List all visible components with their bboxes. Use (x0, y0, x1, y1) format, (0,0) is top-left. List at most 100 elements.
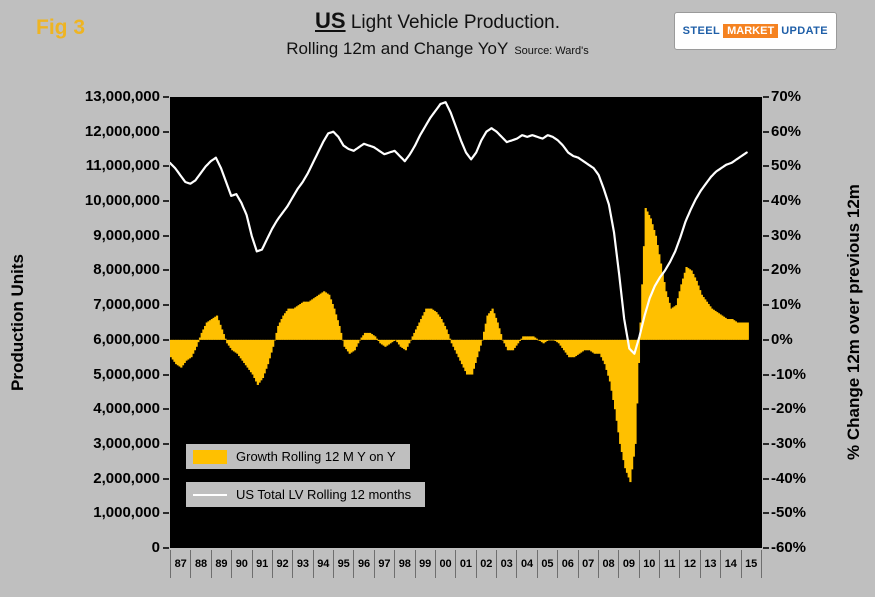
logo-word-market: MARKET (723, 24, 779, 38)
x-axis-label: 98 (394, 550, 414, 578)
y-left-tick-label: 7,000,000 (93, 296, 160, 314)
x-axis-labels: 87 88 89 90 91 92 93 94 95 96 97 98 99 00 01 02 03 04 05 06… (170, 550, 762, 578)
y-left-tick-label: 6,000,000 (93, 330, 160, 348)
title-emphasis: US (315, 8, 346, 33)
x-axis-label: 01 (455, 550, 475, 578)
left-tick-mark (163, 477, 169, 480)
left-tick-mark (163, 130, 169, 133)
right-tick-mark (763, 373, 769, 376)
logo-word-steel: STEEL (682, 25, 721, 37)
left-tick-mark (163, 165, 169, 168)
x-axis-label: 03 (496, 550, 516, 578)
left-tick-mark (163, 269, 169, 272)
y-left-tick-label: 1,000,000 (93, 504, 160, 522)
y-left-tick-label: 8,000,000 (93, 261, 160, 279)
x-axis-label: 88 (190, 550, 210, 578)
right-tick-mark (763, 234, 769, 237)
y-right-tick-label: -50% (771, 504, 807, 522)
logo-word-update: UPDATE (781, 25, 828, 37)
legend: Growth Rolling 12 M Y on Y US Total LV R… (186, 444, 426, 507)
x-axis-label: 94 (312, 550, 333, 578)
x-axis-label: 91 (251, 550, 272, 578)
y-left-tick-label: 5,000,000 (93, 365, 160, 383)
left-tick-mark (163, 96, 169, 98)
y-left-tick-label: 0 (151, 539, 160, 556)
title-line-2: Rolling 12m and Change YoY Source: Ward's (150, 39, 725, 59)
left-tick-mark (163, 200, 169, 203)
legend-item-rolling: US Total LV Rolling 12 months (186, 482, 426, 507)
x-axis-label: 11 (659, 550, 679, 578)
y-right-tick-label: 40% (771, 192, 802, 210)
y-right-tick-label: 70% (771, 88, 802, 105)
x-axis-label: 07 (577, 550, 598, 578)
chart-canvas (170, 101, 749, 483)
left-tick-mark (163, 234, 169, 237)
right-tick-mark (763, 512, 769, 515)
x-axis-label: 99 (414, 550, 435, 578)
right-tick-mark (763, 338, 769, 341)
legend-item-growth: Growth Rolling 12 M Y on Y (186, 444, 410, 469)
x-axis-label: 15 (740, 550, 762, 578)
right-tick-mark (763, 408, 769, 411)
x-axis-label: 14 (720, 550, 740, 578)
x-axis-label: 04 (516, 550, 536, 578)
left-tick-mark (163, 304, 169, 307)
x-axis-label: 13 (699, 550, 720, 578)
y-left-tick-label: 9,000,000 (93, 226, 160, 244)
x-axis-label: 08 (597, 550, 618, 578)
legend-label-growth: Growth Rolling 12 M Y on Y (236, 449, 396, 464)
x-axis-label: 93 (292, 550, 312, 578)
y-right-tick-label: 30% (771, 226, 802, 244)
chart-title: US Light Vehicle Production. Rolling 12m… (150, 8, 725, 59)
y-right-tick-label: -60% (771, 539, 807, 556)
plot-area: Growth Rolling 12 M Y on Y US Total LV R… (170, 97, 762, 548)
x-axis-label: 96 (353, 550, 373, 578)
right-tick-mark (763, 200, 769, 203)
y-left-tick-label: 13,000,000 (84, 88, 160, 105)
y-right-tick-label: 60% (771, 122, 802, 140)
y-right-tick-label: -10% (771, 365, 807, 383)
y-right-tick-label: 0% (771, 330, 793, 348)
x-axis-label: 10 (638, 550, 659, 578)
y-left-tick-label: 4,000,000 (93, 400, 160, 418)
x-axis-label: 97 (373, 550, 394, 578)
y-left-tick-label: 2,000,000 (93, 469, 160, 487)
y-left-tick-label: 11,000,000 (85, 157, 160, 175)
left-tick-mark (163, 408, 169, 411)
y-right-tick-label: -30% (771, 434, 807, 452)
x-axis-label: 92 (271, 550, 292, 578)
steel-market-update-logo: STEEL MARKET UPDATE (673, 12, 837, 50)
right-tick-mark (763, 477, 769, 480)
right-axis-tick-labels: 70% 60% 50% 40% 30% 20% 10% 0% -10% -20% -30% -40% -… (771, 89, 851, 556)
left-tick-mark (163, 338, 169, 341)
right-tick-mark (763, 130, 769, 133)
x-axis-label: 89 (210, 550, 231, 578)
right-tick-mark (763, 269, 769, 272)
y-right-tick-label: -20% (771, 400, 807, 418)
source-label: Source: Ward's (514, 45, 589, 57)
y-left-tick-label: 3,000,000 (93, 434, 160, 452)
left-tick-mark (163, 373, 169, 376)
x-axis-label: 95 (333, 550, 353, 578)
x-axis-label: 90 (231, 550, 251, 578)
left-tick-mark (163, 512, 169, 515)
title-subtitle: Rolling 12m and Change YoY (286, 39, 509, 58)
right-tick-mark (763, 547, 769, 549)
y-left-tick-label: 12,000,000 (84, 122, 160, 140)
right-tick-mark (763, 304, 769, 307)
left-axis-tick-labels: 13,000,000 12,000,000 11,000,000 10,000,000… (0, 89, 160, 556)
x-axis-label: 12 (679, 550, 699, 578)
x-axis-label: 05 (536, 550, 557, 578)
right-tick-mark (763, 165, 769, 168)
title-line-1: US Light Vehicle Production. (150, 8, 725, 34)
x-axis-label: 00 (434, 550, 455, 578)
y-right-tick-label: -40% (771, 469, 807, 487)
title-rest: Light Vehicle Production. (345, 12, 560, 33)
line-series-swatch (193, 493, 227, 496)
legend-label-rolling: US Total LV Rolling 12 months (236, 487, 412, 502)
right-tick-mark (763, 96, 769, 98)
left-tick-mark (163, 547, 169, 549)
left-tick-mark (163, 442, 169, 445)
y-right-tick-label: 50% (771, 157, 802, 175)
